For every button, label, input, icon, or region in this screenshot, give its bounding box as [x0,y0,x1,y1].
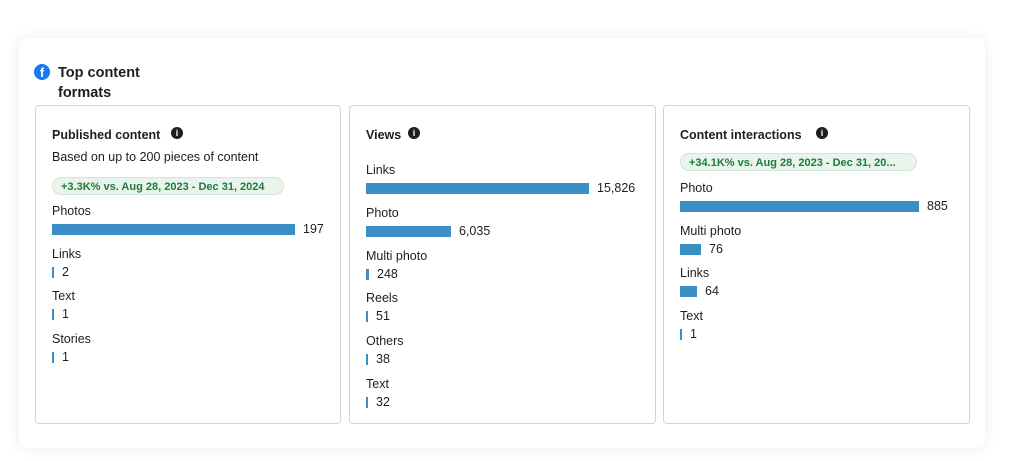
value-bar [680,201,919,212]
row-label: Links [366,163,396,177]
panel-title: Published content [52,128,161,142]
value-bar [366,397,368,408]
section-title: Top content formats [58,65,140,101]
value-bar [52,351,54,363]
info-icon[interactable]: i [408,127,420,139]
value-bar [366,225,451,237]
row-value: 51 [376,309,390,324]
row-value: 76 [709,241,723,256]
change-badge: +34.1K% vs. Aug 28, 2023 - Dec 31, 20... [680,153,917,171]
panel-subtitle: Based on up to 200 pieces of content [52,150,259,164]
info-icon[interactable]: i [171,127,183,139]
change-badge: +3.3K% vs. Aug 28, 2023 - Dec 31, 2024 [52,177,284,195]
row-value: 1 [62,307,69,322]
row-value: 64 [705,284,719,299]
facebook-icon: f [34,64,50,80]
value-bar [52,309,54,321]
value-bar [366,183,589,194]
value-bar [366,311,368,323]
panel-published-content: Published content i Based on up to 200 pie… [35,105,341,424]
value-bar [52,266,54,278]
panel-title: Views [366,128,402,142]
value-bar [680,286,697,298]
row-label: Others [366,334,404,349]
row-label: Text [52,289,75,304]
row-label: Reels [366,291,398,306]
row-value: 15,826 [597,181,636,195]
row-value: 32 [376,395,390,409]
row-label: Photos [52,204,91,218]
value-bar [52,224,295,235]
value-bar [680,328,682,340]
row-label: Photo [366,205,399,220]
row-label: Stories [52,331,91,346]
value-bar [680,243,701,255]
row-label: Multi photo [680,223,742,238]
row-value: 248 [377,266,398,281]
row-label: Text [366,377,389,391]
row-label: Text [680,308,703,323]
row-label: Links [52,246,82,261]
value-bar [366,268,369,280]
row-label: Multi photo [366,248,428,263]
row-value: 2 [62,264,69,279]
panel-views: Views i Links 15,826 Photo 6,035 Multi photo 24… [349,105,656,424]
row-label: Links [680,266,710,281]
row-value: 1 [690,326,697,341]
row-value: 1 [62,349,69,364]
row-value: 38 [376,352,390,367]
row-value: 197 [303,222,324,236]
value-bar [366,354,368,366]
row-label: Photo [680,181,713,195]
panel-title: Content interactions [680,128,802,142]
info-icon[interactable]: i [816,127,828,139]
row-value: 885 [927,199,948,213]
row-value: 6,035 [459,223,491,238]
panel-content-interactions: Content interactions i +34.1K% vs. Aug 28,… [663,105,970,424]
